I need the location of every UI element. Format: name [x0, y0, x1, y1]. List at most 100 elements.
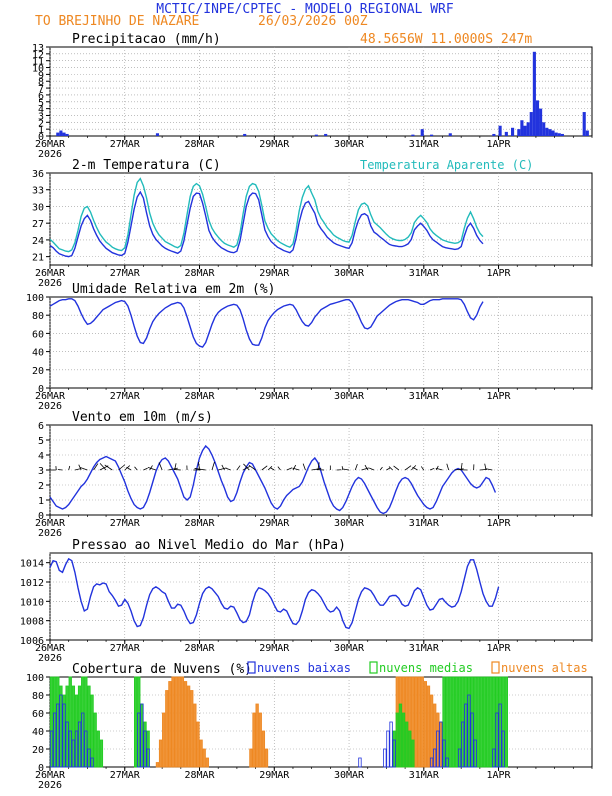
cloud-bar	[477, 677, 480, 767]
precip-bar	[324, 134, 327, 136]
cloud-bar	[396, 713, 399, 767]
wind-arrow	[369, 468, 374, 470]
x-tick-label: 1APR	[487, 268, 512, 279]
x-tick-label: 30MAR	[334, 643, 365, 654]
x-tick-label: 27MAR	[110, 391, 141, 402]
x-tick-label: 31MAR	[409, 139, 440, 150]
cloud-bar	[175, 677, 178, 767]
cloud-bar	[415, 677, 418, 767]
cloud-bar	[200, 740, 203, 767]
y-tick-label: 100	[26, 293, 44, 304]
cloud-bar	[187, 686, 190, 767]
wind-arrow	[447, 464, 449, 470]
precip-bar	[552, 131, 555, 136]
x-tick-label: 29MAR	[259, 643, 290, 654]
cloud-bar	[449, 677, 452, 767]
legend-swatch	[370, 662, 377, 673]
precip-bar	[421, 129, 424, 136]
y-tick-label: 40	[32, 727, 44, 738]
wind-arrow	[237, 466, 240, 470]
x-tick-label: 30MAR	[334, 518, 365, 529]
precip-bar	[527, 122, 530, 136]
wind-arrow	[343, 469, 349, 470]
y-tick-label: 27	[32, 219, 44, 230]
x-tick-label: 29MAR	[259, 391, 290, 402]
panel-title: Pressao ao Nivel Medio do Mar (hPa)	[72, 538, 346, 553]
y-tick-label: 1012	[20, 578, 44, 589]
precip-bar	[517, 129, 520, 136]
panel-title: 2-m Temperatura (C)	[72, 158, 221, 173]
precip-bar	[156, 133, 159, 136]
precip-bar	[499, 126, 502, 136]
cloud-bar	[421, 677, 424, 767]
series-line	[50, 559, 499, 629]
x-tick-label: 29MAR	[259, 518, 290, 529]
x-tick-label: 28MAR	[184, 518, 215, 529]
x-year-label: 2026	[38, 278, 62, 289]
cloud-bar	[206, 758, 209, 767]
cloud-bar	[412, 740, 415, 767]
wind-arrow	[159, 462, 162, 470]
cloud-bar	[190, 691, 193, 768]
cloud-bar	[156, 763, 159, 768]
panel-title: Umidade Relativa em 2m (%)	[72, 282, 276, 297]
precip-bar	[449, 133, 452, 136]
cloud-bar	[256, 704, 259, 767]
wind-arrow	[436, 466, 438, 470]
precip-bar	[555, 133, 558, 136]
y-tick-label: 1006	[20, 636, 44, 647]
header-run: 26/03/2026 00Z	[258, 14, 368, 29]
x-tick-label: 27MAR	[110, 643, 141, 654]
cloud-bar	[181, 677, 184, 767]
precip-bar	[62, 133, 65, 136]
y-tick-label: 2	[38, 481, 44, 492]
cloud-bar	[159, 740, 162, 767]
legend-label: nuvens altas	[501, 661, 588, 675]
x-tick-label: 29MAR	[259, 139, 290, 150]
y-tick-label: 6	[38, 421, 44, 432]
cloud-bar	[409, 731, 412, 767]
cloud-bar	[390, 722, 393, 767]
x-year-label: 2026	[38, 401, 62, 412]
cloud-bar	[430, 695, 433, 767]
panel-title: Precipitacao (mm/h)	[72, 32, 221, 47]
y-tick-label: 40	[32, 348, 44, 359]
cloud-bar	[162, 713, 165, 767]
precip-bar	[315, 135, 318, 136]
legend-apparent-temp: Temperatura Aparente (C)	[360, 158, 533, 172]
cloud-bar	[424, 682, 427, 768]
precip-bar	[505, 132, 508, 136]
y-tick-label: 36	[32, 169, 44, 180]
series-line	[50, 446, 495, 514]
x-year-label: 2026	[38, 653, 62, 664]
wind-arrow	[380, 467, 382, 470]
y-tick-label: 1010	[20, 597, 44, 608]
y-tick-label: 1008	[20, 617, 44, 628]
cloud-bar	[452, 677, 455, 767]
y-tick-label: 33	[32, 186, 44, 197]
cloud-bar	[359, 758, 362, 767]
cloud-bar	[265, 749, 268, 767]
precip-bar	[492, 134, 495, 136]
panel-frame	[50, 47, 592, 136]
precip-bar	[545, 128, 548, 136]
x-tick-label: 28MAR	[184, 643, 215, 654]
y-tick-label: 0	[38, 763, 44, 774]
precip-bar	[523, 126, 526, 136]
x-tick-label: 1APR	[487, 643, 512, 654]
wind-arrow	[394, 466, 399, 470]
y-tick-label: 4	[38, 451, 44, 462]
cloud-bar	[194, 704, 197, 767]
precip-bar	[586, 131, 589, 136]
wind-arrow	[386, 468, 389, 470]
wind-arrow	[421, 466, 424, 470]
x-tick-label: 28MAR	[184, 391, 215, 402]
wind-arrow	[430, 468, 434, 470]
cloud-bar	[91, 695, 94, 767]
cloud-bar	[172, 677, 175, 767]
wind-arrow	[212, 462, 215, 470]
cloud-bar	[446, 677, 449, 767]
wind-arrow	[226, 468, 231, 470]
y-tick-label: 20	[32, 745, 44, 756]
